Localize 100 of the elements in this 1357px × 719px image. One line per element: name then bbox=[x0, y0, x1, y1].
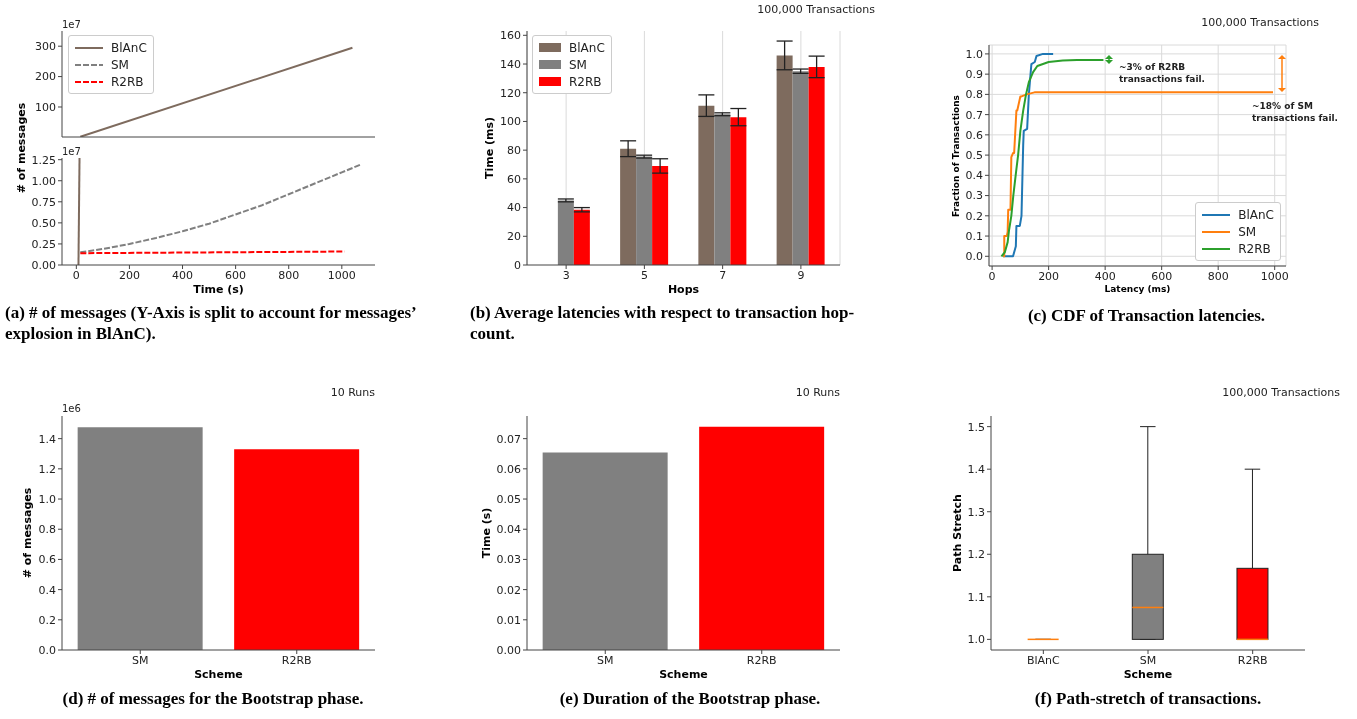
y-tick-label: 0.8 bbox=[965, 88, 983, 102]
x-axis-title: Scheme bbox=[194, 668, 243, 681]
y-tick-label: 0.2 bbox=[965, 209, 983, 223]
legend-label: R2RB bbox=[569, 74, 602, 89]
y-tick-label: 1.00 bbox=[31, 174, 56, 188]
legend-label: SM bbox=[1238, 224, 1257, 239]
text: 1e6 bbox=[62, 402, 81, 416]
y-tick-label: 0.0 bbox=[965, 250, 983, 264]
y-tick-label: 20 bbox=[507, 230, 521, 244]
y-tick-label: 0.06 bbox=[496, 462, 521, 476]
x-tick-label: SM bbox=[132, 653, 149, 667]
x-tick-label: 1000 bbox=[327, 268, 356, 282]
y-axis-title: # of messages bbox=[21, 487, 34, 579]
x-axis-title: Hops bbox=[667, 283, 700, 296]
y-tick-label: 1.4 bbox=[967, 463, 985, 477]
y-tick-label: 0.03 bbox=[496, 553, 521, 567]
chart-subtitle: 100,000 Transactions bbox=[757, 3, 875, 16]
y-axis-title: # of messages bbox=[15, 102, 28, 194]
text: (b) Average latencies with respect to transaction hop-count. bbox=[470, 302, 856, 344]
y-tick-label: 0 bbox=[514, 258, 521, 272]
y-tick-label: 0.75 bbox=[31, 195, 56, 209]
text: 1e7 bbox=[62, 145, 81, 159]
y-tick-label: 0.00 bbox=[31, 258, 56, 272]
bar bbox=[808, 66, 825, 265]
x-tick-label: 200 bbox=[118, 268, 140, 282]
chart-subtitle: 10 Runs bbox=[795, 386, 840, 399]
y-axis-title: Time (ms) bbox=[483, 116, 496, 180]
y-tick-label: 1.5 bbox=[967, 420, 985, 434]
y-tick-label: 100 bbox=[35, 100, 56, 114]
bar bbox=[652, 165, 669, 265]
text: 1e7 bbox=[62, 18, 81, 32]
y-tick-label: 1.3 bbox=[967, 505, 985, 519]
y-tick-label: 0.6 bbox=[38, 553, 56, 567]
legend-label: BlAnC bbox=[569, 40, 605, 55]
annotation: ~18% of SM transactions fail. bbox=[1252, 100, 1340, 125]
y-tick-label: 0.3 bbox=[965, 189, 983, 203]
x-tick-label: 800 bbox=[1207, 269, 1229, 283]
x-tick-label: 7 bbox=[719, 268, 727, 282]
y-tick-label: 300 bbox=[35, 40, 56, 54]
y-tick-label: 80 bbox=[507, 144, 521, 158]
y-tick-label: 0.5 bbox=[965, 149, 983, 162]
x-tick-label: 1000 bbox=[1260, 269, 1289, 283]
y-tick-label: 0.4 bbox=[965, 169, 983, 183]
legend-label: R2RB bbox=[111, 74, 144, 89]
y-tick-label: 100 bbox=[500, 115, 521, 129]
text: (d) # of messages for the Bootstrap phase. bbox=[61, 688, 365, 709]
x-tick-label: BlAnC bbox=[1026, 653, 1061, 667]
x-tick-label: 5 bbox=[640, 268, 648, 282]
x-tick-label: 3 bbox=[562, 268, 570, 282]
bar bbox=[730, 117, 747, 265]
y-tick-label: 0.04 bbox=[496, 523, 521, 537]
y-tick-label: 0.07 bbox=[496, 432, 521, 446]
bar bbox=[792, 71, 809, 265]
y-tick-label: 1.25 bbox=[31, 153, 56, 167]
chart-subtitle: 100,000 Transactions bbox=[1201, 16, 1319, 29]
y-tick-label: 160 bbox=[500, 29, 521, 43]
y-tick-label: 1.0 bbox=[38, 492, 56, 506]
y-tick-label: 40 bbox=[507, 201, 521, 215]
y-tick-label: 200 bbox=[35, 70, 56, 84]
x-tick-label: 800 bbox=[278, 268, 300, 282]
line-series bbox=[79, 163, 362, 254]
annotation: ~3% of R2RB transactions fail. bbox=[1119, 61, 1207, 86]
text: (c) CDF of Transaction latencies. bbox=[1026, 305, 1267, 326]
y-tick-label: 0.05 bbox=[496, 492, 521, 506]
bar bbox=[573, 209, 590, 265]
bar bbox=[698, 105, 715, 265]
y-tick-label: 0.00 bbox=[496, 643, 521, 657]
y-tick-label: 120 bbox=[500, 86, 521, 100]
y-tick-label: 1.2 bbox=[38, 462, 56, 476]
bar bbox=[714, 114, 731, 265]
y-tick-label: 0.6 bbox=[965, 128, 983, 142]
legend-label: SM bbox=[111, 57, 129, 72]
y-tick-label: 1.4 bbox=[38, 432, 56, 446]
x-tick-label: SM bbox=[1139, 653, 1157, 667]
y-tick-label: 0.1 bbox=[965, 229, 983, 243]
legend-label: BlAnC bbox=[1238, 207, 1274, 222]
x-axis-title: Scheme bbox=[1123, 668, 1173, 681]
y-tick-label: 0.2 bbox=[38, 613, 56, 627]
y-tick-label: 0.25 bbox=[31, 237, 56, 251]
y-tick-label: 0.9 bbox=[965, 68, 983, 82]
x-tick-label: 0 bbox=[988, 269, 996, 283]
line-series bbox=[1002, 52, 1055, 258]
x-tick-label: 0 bbox=[72, 268, 80, 282]
text: (f) Path-stretch of transactions. bbox=[1033, 688, 1263, 709]
chart-subtitle: 10 Runs bbox=[330, 386, 375, 399]
x-tick-label: 400 bbox=[172, 268, 194, 282]
text: (e) Duration of the Bootstrap phase. bbox=[558, 688, 822, 709]
y-tick-label: 1.2 bbox=[967, 548, 985, 562]
y-tick-label: 140 bbox=[500, 57, 521, 71]
y-tick-label: 0.0 bbox=[38, 643, 56, 657]
y-tick-label: 1.0 bbox=[967, 633, 985, 647]
legend-label: R2RB bbox=[1238, 241, 1271, 256]
x-tick-label: R2RB bbox=[1237, 653, 1268, 667]
x-tick-label: 400 bbox=[1094, 269, 1116, 283]
x-tick-label: 9 bbox=[797, 268, 805, 282]
legend-label: BlAnC bbox=[111, 40, 147, 55]
bar bbox=[636, 156, 653, 265]
y-tick-label: 0.8 bbox=[38, 523, 56, 537]
text: (a) # of messages (Y-Axis is split to account for messages’ explosion in BlAnC). bbox=[5, 302, 417, 344]
x-tick-label: 600 bbox=[1151, 269, 1173, 283]
